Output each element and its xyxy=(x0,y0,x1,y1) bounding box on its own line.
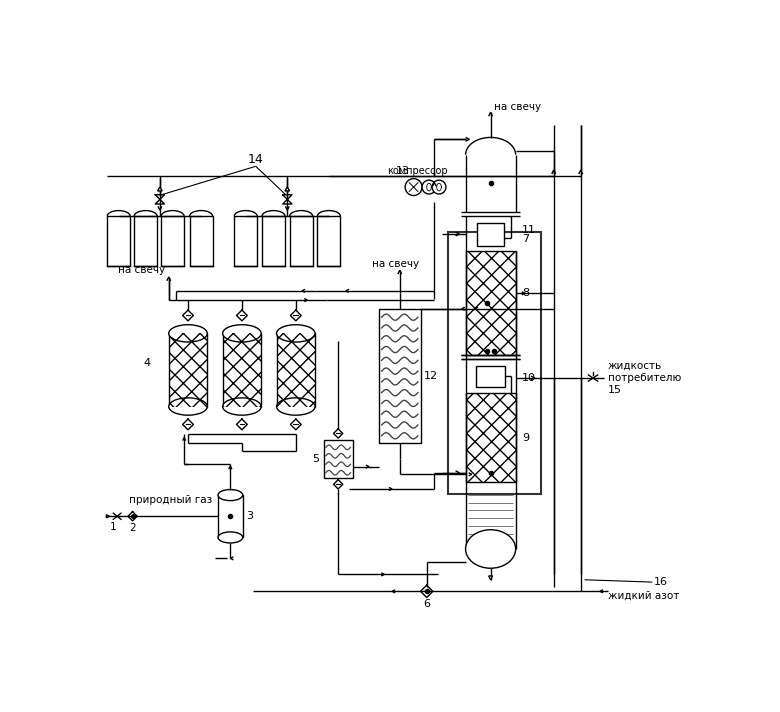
Ellipse shape xyxy=(222,398,261,415)
Text: 4: 4 xyxy=(144,357,151,367)
Text: 13: 13 xyxy=(395,165,410,176)
Text: жидкий азот: жидкий азот xyxy=(608,590,679,600)
Bar xyxy=(324,439,353,478)
Circle shape xyxy=(405,179,422,196)
Text: на свечу: на свечу xyxy=(372,258,420,268)
Bar xyxy=(262,216,285,266)
Text: 9: 9 xyxy=(522,433,529,443)
Text: 12: 12 xyxy=(424,371,438,381)
Bar xyxy=(466,394,516,482)
Text: 7: 7 xyxy=(522,234,529,244)
Ellipse shape xyxy=(218,532,243,543)
Polygon shape xyxy=(489,576,492,580)
Bar xyxy=(222,333,261,407)
Bar xyxy=(277,333,315,407)
Bar xyxy=(218,495,243,538)
Bar xyxy=(161,216,184,266)
Text: 16: 16 xyxy=(654,577,668,587)
Ellipse shape xyxy=(277,325,315,342)
Text: 8: 8 xyxy=(522,288,529,298)
Text: 15: 15 xyxy=(608,384,622,394)
Bar xyxy=(277,333,315,407)
Circle shape xyxy=(432,180,446,194)
Bar xyxy=(317,216,340,266)
Bar xyxy=(168,333,207,407)
Bar xyxy=(190,216,213,266)
Text: 2: 2 xyxy=(129,523,136,533)
Text: 6: 6 xyxy=(424,600,431,609)
Bar xyxy=(234,216,257,266)
Text: 11: 11 xyxy=(522,225,536,235)
Text: на свечу: на свечу xyxy=(118,266,165,276)
Bar xyxy=(448,231,541,493)
Text: 3: 3 xyxy=(246,511,253,521)
Ellipse shape xyxy=(218,490,243,501)
Ellipse shape xyxy=(168,398,207,415)
Polygon shape xyxy=(106,515,109,518)
Bar xyxy=(466,251,516,355)
Polygon shape xyxy=(158,187,162,191)
Ellipse shape xyxy=(466,530,516,568)
Text: жидкость
потребителю: жидкость потребителю xyxy=(608,361,681,382)
Bar xyxy=(466,251,516,355)
Ellipse shape xyxy=(222,325,261,342)
Bar xyxy=(107,216,130,266)
Bar xyxy=(466,394,516,482)
Text: природный газ: природный газ xyxy=(129,495,212,505)
Text: на свечу: на свечу xyxy=(495,102,541,112)
Text: 1: 1 xyxy=(110,523,117,533)
Bar xyxy=(134,216,158,266)
Bar xyxy=(222,333,261,407)
Bar xyxy=(476,367,505,387)
Text: компрессор: компрессор xyxy=(387,165,448,176)
Circle shape xyxy=(422,180,436,194)
Bar xyxy=(477,222,505,246)
Polygon shape xyxy=(285,187,289,191)
Ellipse shape xyxy=(277,398,315,415)
Text: 14: 14 xyxy=(248,152,264,165)
Text: 10: 10 xyxy=(522,373,536,383)
Ellipse shape xyxy=(168,325,207,342)
Bar xyxy=(378,309,421,444)
Text: 5: 5 xyxy=(313,454,320,464)
Bar xyxy=(289,216,313,266)
Bar xyxy=(168,333,207,407)
